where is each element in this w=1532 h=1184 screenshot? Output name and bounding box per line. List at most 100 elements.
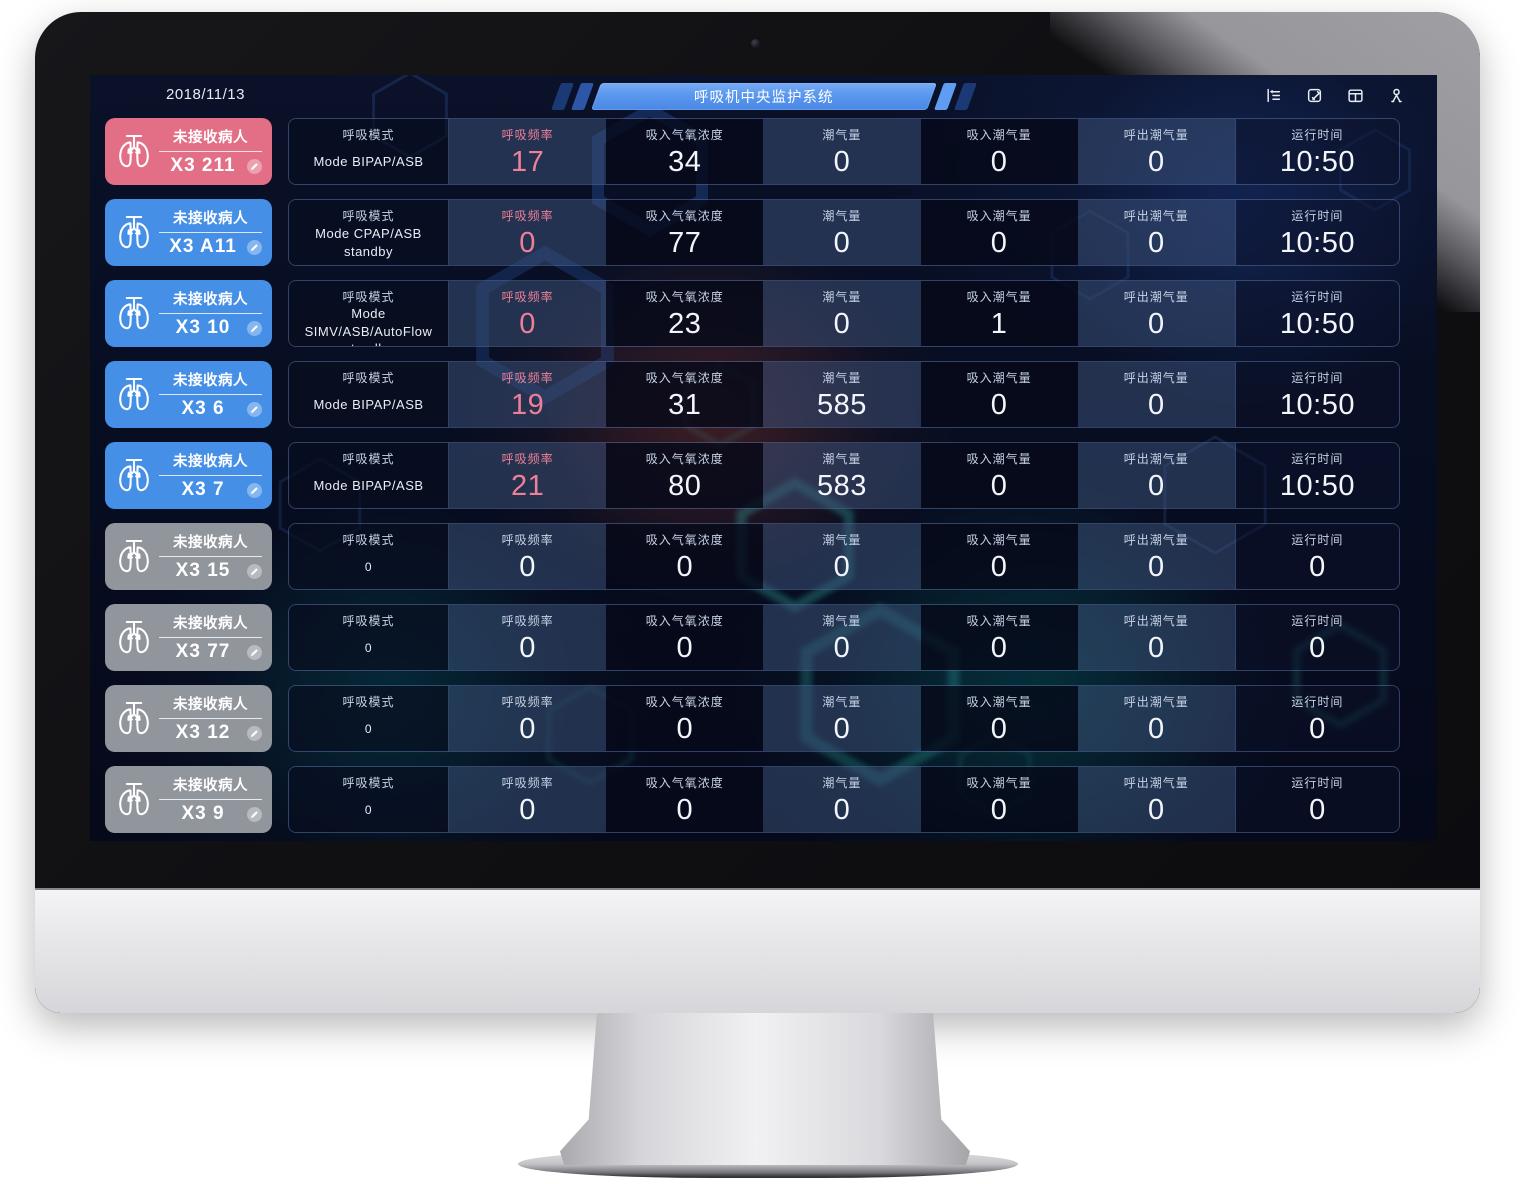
- device-id: X3 A11: [169, 236, 237, 257]
- tidal-value: 585: [816, 388, 867, 421]
- runtime-value: 0: [1309, 550, 1326, 583]
- lungs-icon: [113, 129, 155, 175]
- edit-icon[interactable]: [247, 320, 262, 336]
- cell-exp-tidal: 呼出潮气量 0: [1077, 200, 1235, 265]
- patient-card[interactable]: 未接收病人 X3 211: [105, 118, 272, 185]
- insp-tidal-value: 0: [990, 631, 1008, 664]
- exp-tidal-value: 0: [1147, 712, 1165, 745]
- column-header-exp-tidal: 呼出潮气量: [1123, 452, 1189, 466]
- cell-fio2: 吸入气氧浓度 34: [606, 119, 764, 184]
- patient-card[interactable]: 未接收病人 X3 10: [105, 280, 272, 347]
- column-header-insp-tidal: 吸入潮气量: [966, 290, 1032, 304]
- cell-insp-tidal: 吸入潮气量 0: [920, 524, 1078, 589]
- edit-icon[interactable]: [247, 806, 262, 822]
- patient-card[interactable]: 未接收病人 X3 12: [105, 685, 272, 752]
- column-header-fio2: 吸入气氧浓度: [645, 371, 724, 385]
- edit-icon[interactable]: [247, 563, 262, 579]
- cell-insp-tidal: 吸入潮气量 0: [920, 362, 1078, 427]
- patient-status-label: 未接收病人: [173, 211, 248, 227]
- column-header-insp-tidal: 吸入潮气量: [966, 776, 1032, 790]
- patient-card[interactable]: 未接收病人 X3 77: [105, 604, 272, 671]
- rate-value: 0: [519, 712, 536, 745]
- mode-value: Mode SIMV/ASB/AutoFlow standby: [304, 306, 433, 346]
- edit-icon[interactable]: [247, 482, 262, 498]
- rate-value: 0: [519, 550, 536, 583]
- exp-tidal-value: 0: [1147, 631, 1165, 664]
- patient-status-label: 未接收病人: [173, 697, 248, 713]
- column-header-runtime: 运行时间: [1291, 128, 1344, 142]
- column-header-insp-tidal: 吸入潮气量: [966, 128, 1032, 142]
- collapse-menu-icon[interactable]: [1265, 87, 1282, 104]
- badge-divider: [159, 313, 262, 314]
- cell-tidal: 潮气量 585: [763, 362, 921, 427]
- patient-status-label: 未接收病人: [173, 373, 248, 389]
- cell-insp-tidal: 吸入潮气量 0: [920, 767, 1078, 832]
- edit-icon[interactable]: [247, 644, 262, 660]
- fio2-value: 0: [676, 631, 694, 664]
- device-id: X3 77: [175, 641, 231, 662]
- device-id-row: X3 A11: [159, 236, 262, 258]
- layout-icon[interactable]: [1347, 87, 1364, 104]
- patient-card[interactable]: 未接收病人 X3 A11: [105, 199, 272, 266]
- column-header-runtime: 运行时间: [1291, 614, 1344, 628]
- rate-value: 0: [519, 793, 536, 826]
- user-icon[interactable]: [1388, 87, 1405, 104]
- device-id-row: X3 211: [159, 155, 262, 177]
- column-header-exp-tidal: 呼出潮气量: [1123, 128, 1189, 142]
- device-id-row: X3 77: [159, 641, 262, 663]
- monitor-frame: 2018/11/13 呼吸机中央监护系统: [35, 12, 1480, 1013]
- patient-card[interactable]: 未接收病人 X3 15: [105, 523, 272, 590]
- patient-card[interactable]: 未接收病人 X3 7: [105, 442, 272, 509]
- mode-value: 0: [364, 640, 373, 655]
- patient-card[interactable]: 未接收病人 X3 9: [105, 766, 272, 833]
- tidal-value: 0: [833, 145, 851, 178]
- cell-insp-tidal: 吸入潮气量 0: [920, 200, 1078, 265]
- patient-status-label: 未接收病人: [173, 535, 248, 551]
- cell-tidal: 潮气量 0: [763, 524, 921, 589]
- patient-row: 未接收病人 X3 15 呼吸模式 0 呼吸频率 0 吸入气氧浓度: [105, 523, 1400, 590]
- cell-runtime: 运行时间 0: [1234, 767, 1399, 832]
- fio2-value: 34: [668, 145, 702, 178]
- fio2-value: 77: [668, 226, 702, 259]
- cell-tidal: 潮气量 0: [763, 605, 921, 670]
- column-header-fio2: 吸入气氧浓度: [645, 128, 724, 142]
- device-id-row: X3 12: [159, 722, 262, 744]
- column-header-fio2: 吸入气氧浓度: [645, 290, 724, 304]
- column-header-runtime: 运行时间: [1291, 695, 1344, 709]
- column-header-tidal: 潮气量: [822, 371, 862, 385]
- edit-icon[interactable]: [247, 239, 262, 255]
- mode-value: Mode CPAP/ASB standby: [315, 226, 422, 259]
- cell-rate: 呼吸频率 0: [449, 281, 607, 346]
- exp-tidal-value: 0: [1147, 793, 1165, 826]
- cell-fio2: 吸入气氧浓度 0: [606, 524, 764, 589]
- page-title: 呼吸机中央监护系统: [693, 90, 834, 106]
- column-header-runtime: 运行时间: [1291, 290, 1344, 304]
- patient-card-text: 未接收病人 X3 9: [155, 774, 262, 825]
- cell-mode: 呼吸模式 0: [289, 767, 449, 832]
- app-screen: 2018/11/13 呼吸机中央监护系统: [90, 75, 1437, 841]
- edit-icon[interactable]: [247, 158, 262, 174]
- rate-value: 19: [510, 388, 545, 421]
- cell-mode: 呼吸模式 Mode CPAP/ASB standby: [289, 200, 449, 265]
- cell-fio2: 吸入气氧浓度 0: [606, 686, 764, 751]
- cell-tidal: 潮气量 0: [763, 200, 921, 265]
- runtime-value: 0: [1309, 793, 1326, 826]
- edit-note-icon[interactable]: [1306, 87, 1323, 104]
- vitals-table: 呼吸模式 0 呼吸频率 0 吸入气氧浓度 0 潮气量 0 吸入潮气量 0 呼出潮…: [288, 766, 1400, 833]
- cell-exp-tidal: 呼出潮气量 0: [1077, 605, 1235, 670]
- edit-icon[interactable]: [247, 401, 262, 417]
- edit-icon[interactable]: [247, 725, 262, 741]
- column-header-exp-tidal: 呼出潮气量: [1123, 695, 1189, 709]
- exp-tidal-value: 0: [1147, 388, 1165, 421]
- tidal-value: 0: [833, 712, 851, 745]
- column-header-mode: 呼吸模式: [342, 452, 395, 466]
- mode-value: 0: [364, 721, 373, 736]
- banner-slash-decoration: [570, 83, 594, 110]
- cell-mode: 呼吸模式 0: [289, 686, 449, 751]
- lungs-icon: [113, 534, 155, 580]
- column-header-exp-tidal: 呼出潮气量: [1123, 776, 1189, 790]
- cell-rate: 呼吸频率 0: [449, 605, 607, 670]
- column-header-mode: 呼吸模式: [342, 695, 395, 709]
- badge-divider: [159, 556, 262, 557]
- patient-card[interactable]: 未接收病人 X3 6: [105, 361, 272, 428]
